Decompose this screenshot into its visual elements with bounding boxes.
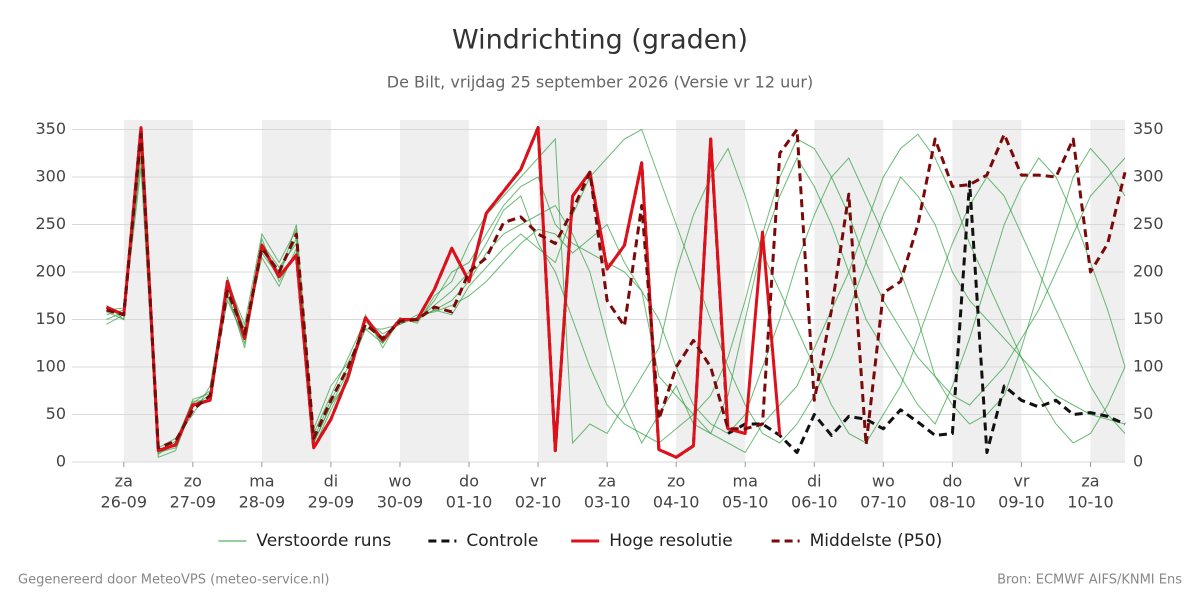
x-tick-day: za bbox=[115, 472, 133, 491]
chart-title: Windrichting (graden) bbox=[452, 25, 748, 56]
x-tick-day: zo bbox=[667, 472, 685, 491]
x-tick-date: 27-09 bbox=[170, 493, 217, 512]
ensemble-line bbox=[106, 129, 1126, 454]
x-tick-day: wo bbox=[389, 472, 412, 491]
footer-right: Bron: ECMWF AIFS/KNMI Ens bbox=[997, 573, 1182, 588]
x-tick-date: 04-10 bbox=[653, 493, 700, 512]
y2-tick-label: 350 bbox=[1133, 119, 1164, 138]
chart-subtitle: De Bilt, vrijdag 25 september 2026 (Vers… bbox=[387, 73, 813, 92]
legend-item: Verstoorde runs bbox=[218, 531, 391, 551]
day-shade bbox=[123, 120, 193, 462]
legend-label: Hoge resolutie bbox=[609, 531, 733, 551]
x-tick-day: di bbox=[324, 472, 339, 491]
x-tick-day: do bbox=[942, 472, 962, 491]
x-tick-date: 09-10 bbox=[998, 493, 1045, 512]
x-tick-date: 28-09 bbox=[239, 493, 286, 512]
x-tick-day: ma bbox=[733, 472, 758, 491]
x-tick-date: 07-10 bbox=[860, 493, 907, 512]
series-line bbox=[105, 126, 782, 459]
y-tick-label: 250 bbox=[35, 214, 66, 233]
x-tick-day: vr bbox=[530, 472, 546, 491]
y-tick-label: 150 bbox=[35, 309, 66, 328]
legend-item: Hoge resolutie bbox=[571, 531, 733, 551]
x-tick-date: 10-10 bbox=[1067, 493, 1114, 512]
legend-item: Middelste (P50) bbox=[771, 531, 943, 551]
y2-tick-label: 50 bbox=[1133, 404, 1153, 423]
x-tick-day: vr bbox=[1013, 472, 1029, 491]
y-tick-label: 350 bbox=[35, 119, 66, 138]
y2-tick-label: 0 bbox=[1133, 452, 1143, 471]
x-tick-date: 03-10 bbox=[584, 493, 631, 512]
day-shade bbox=[538, 120, 608, 462]
day-shade bbox=[676, 120, 746, 462]
ensemble-line bbox=[106, 128, 1126, 454]
legend-label: Verstoorde runs bbox=[256, 531, 391, 551]
x-tick-day: di bbox=[807, 472, 822, 491]
x-tick-date: 26-09 bbox=[101, 493, 148, 512]
y2-tick-label: 250 bbox=[1133, 214, 1164, 233]
legend-label: Middelste (P50) bbox=[810, 531, 943, 551]
y-tick-label: 200 bbox=[35, 262, 66, 281]
x-tick-date: 02-10 bbox=[515, 493, 562, 512]
x-tick-date: 30-09 bbox=[377, 493, 424, 512]
x-tick-date: 05-10 bbox=[722, 493, 769, 512]
x-tick-day: ma bbox=[249, 472, 274, 491]
footer-left: Gegenereerd door MeteoVPS (meteo-service… bbox=[18, 573, 329, 588]
y2-tick-label: 200 bbox=[1133, 262, 1164, 281]
y2-tick-label: 300 bbox=[1133, 167, 1164, 186]
y-tick-label: 100 bbox=[35, 357, 66, 376]
y2-tick-label: 100 bbox=[1133, 357, 1164, 376]
y-tick-label: 0 bbox=[56, 452, 66, 471]
y-tick-label: 300 bbox=[35, 167, 66, 186]
x-tick-date: 29-09 bbox=[308, 493, 355, 512]
x-tick-day: za bbox=[598, 472, 616, 491]
y2-tick-label: 150 bbox=[1133, 309, 1164, 328]
y-tick-label: 50 bbox=[46, 404, 66, 423]
x-tick-date: 06-10 bbox=[791, 493, 838, 512]
x-tick-date: 01-10 bbox=[446, 493, 493, 512]
x-tick-date: 08-10 bbox=[929, 493, 976, 512]
legend-label: Controle bbox=[466, 531, 538, 551]
x-tick-day: za bbox=[1081, 472, 1099, 491]
legend-item: Controle bbox=[428, 531, 538, 551]
x-tick-day: wo bbox=[872, 472, 895, 491]
day-shade bbox=[1090, 120, 1125, 462]
day-shade bbox=[814, 120, 884, 462]
ensemble-line bbox=[106, 138, 1126, 459]
x-tick-day: do bbox=[459, 472, 479, 491]
x-tick-day: zo bbox=[184, 472, 202, 491]
